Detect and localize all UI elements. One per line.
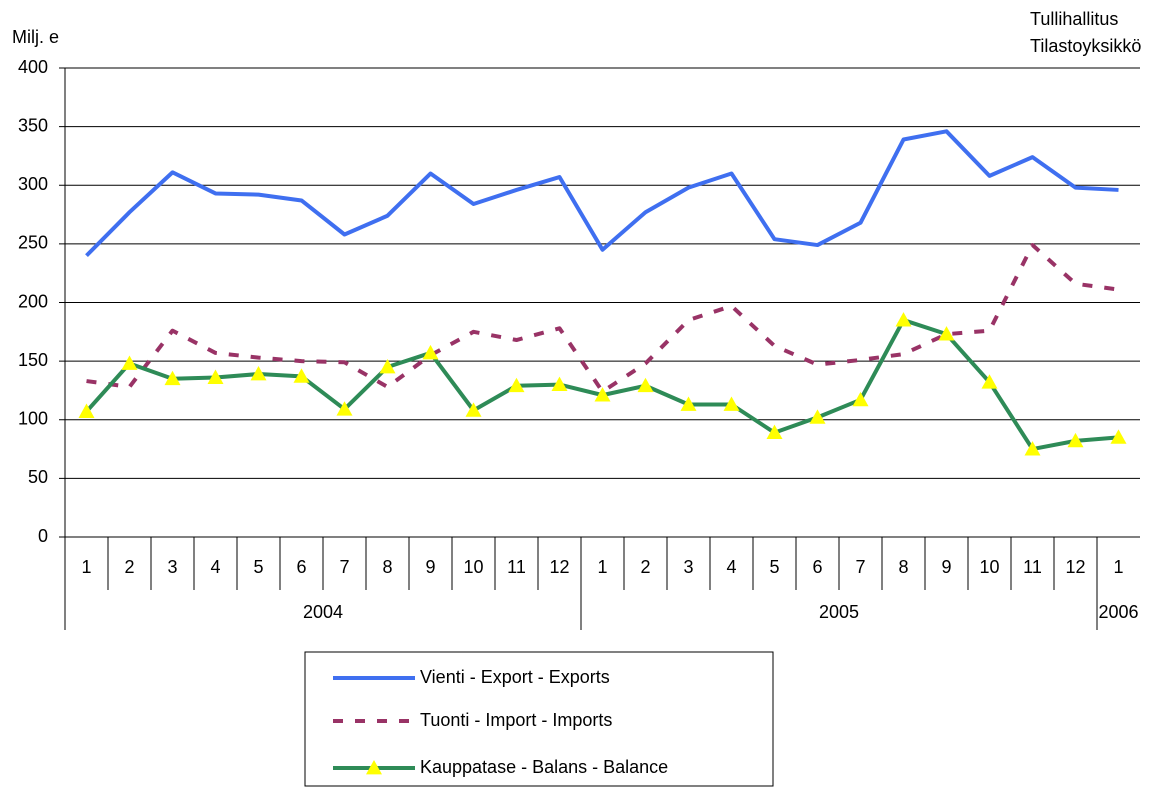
legend-marker [366, 760, 382, 775]
series-line [85, 318, 1119, 452]
x-group-label: 2006 [1098, 602, 1138, 622]
marker [637, 377, 654, 393]
x-tick-label: 1 [81, 557, 91, 577]
y-tick-label: 150 [18, 350, 48, 370]
marker [551, 376, 568, 391]
marker [465, 402, 482, 417]
x-tick-label: 2 [124, 557, 134, 577]
series-line [85, 129, 1119, 258]
x-tick-label: 7 [855, 557, 865, 577]
y-tick-label: 400 [18, 57, 48, 77]
x-tick-label: 1 [597, 557, 607, 577]
marker [293, 368, 310, 383]
x-tick-label: 8 [382, 557, 392, 577]
y-tick-label: 250 [18, 233, 48, 253]
marker [981, 374, 998, 389]
marker [164, 370, 181, 386]
x-group-label: 2005 [819, 602, 859, 622]
x-tick-label: 4 [210, 557, 220, 577]
x-tick-label: 3 [683, 557, 693, 577]
x-tick-label: 11 [507, 557, 526, 577]
y-tick-label: 50 [28, 467, 48, 487]
x-tick-label: 12 [549, 557, 569, 577]
legend-label: Vienti - Export - Exports [420, 667, 610, 687]
x-tick-label: 6 [812, 557, 822, 577]
x-group-label: 2004 [303, 602, 343, 622]
x-tick-label: 10 [463, 557, 483, 577]
marker [852, 391, 869, 407]
marker [938, 326, 955, 341]
marker [121, 355, 138, 370]
marker [1024, 441, 1041, 456]
x-tick-label: 2 [640, 557, 650, 577]
x-tick-label: 8 [898, 557, 908, 577]
source-line: Tilastoyksikkö [1030, 36, 1141, 56]
marker [809, 409, 826, 424]
legend-label: Tuonti - Import - Imports [420, 710, 612, 730]
marker [594, 387, 611, 402]
marker [508, 377, 525, 393]
marker [1067, 432, 1084, 448]
marker [422, 344, 439, 360]
series-line [86, 243, 1119, 394]
x-tick-label: 4 [726, 557, 736, 577]
x-tick-label: 3 [167, 557, 177, 577]
x-tick-label: 10 [979, 557, 999, 577]
x-tick-label: 9 [941, 557, 951, 577]
marker [336, 401, 353, 416]
marker [1110, 429, 1127, 444]
y-tick-label: 100 [18, 409, 48, 429]
y-tick-label: 0 [38, 526, 48, 546]
marker [895, 312, 912, 327]
x-tick-label: 5 [253, 557, 263, 577]
x-tick-label: 1 [1113, 557, 1123, 577]
x-tick-label: 9 [425, 557, 435, 577]
marker [723, 396, 740, 411]
x-tick-label: 12 [1065, 557, 1085, 577]
x-tick-label: 5 [769, 557, 779, 577]
marker [78, 403, 95, 418]
marker [207, 369, 224, 384]
legend-label: Kauppatase - Balans - Balance [420, 757, 668, 777]
marker [680, 396, 697, 411]
x-tick-label: 11 [1023, 557, 1042, 577]
x-tick-label: 6 [296, 557, 306, 577]
source-line: Tullihallitus [1030, 9, 1118, 29]
y-axis-label: Milj. e [12, 27, 59, 47]
y-tick-label: 200 [18, 291, 48, 311]
marker [766, 424, 783, 440]
x-tick-label: 7 [339, 557, 349, 577]
marker [250, 366, 267, 381]
marker [379, 358, 396, 374]
y-tick-label: 300 [18, 174, 48, 194]
y-tick-label: 350 [18, 115, 48, 135]
